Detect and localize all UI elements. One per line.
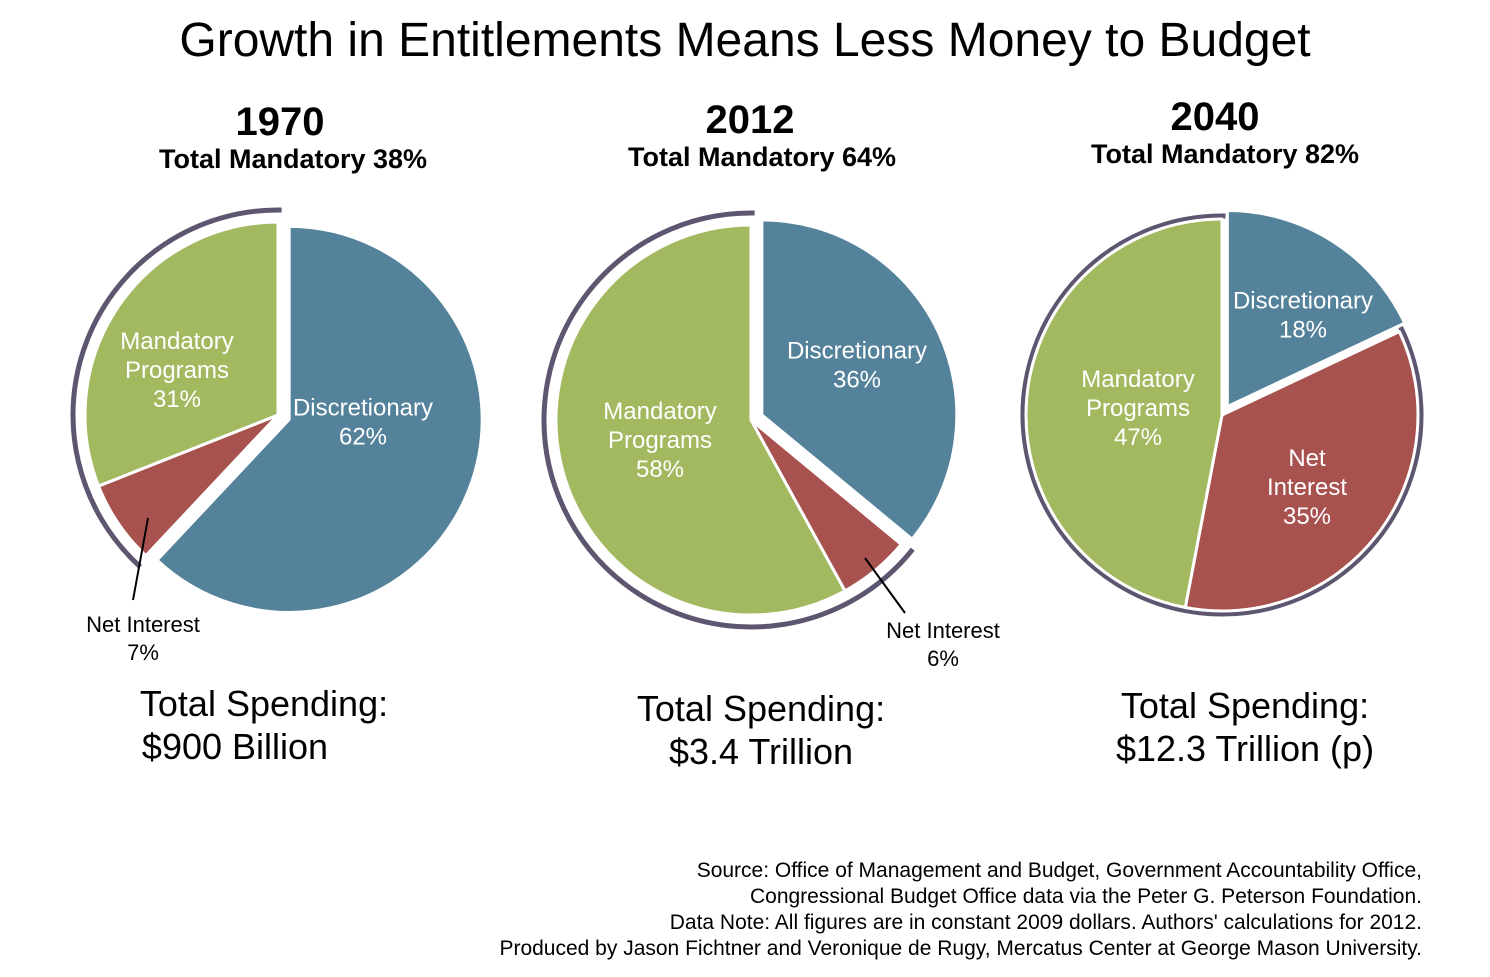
pie-chart-2012: Discretionary 36% Net Interest 6% Mandatory P… <box>541 210 1000 671</box>
panel-2012-year: 2012 <box>705 98 795 142</box>
data-label-mandatory-programs: Mandatory Programs 58% <box>603 398 716 483</box>
data-label-discretionary: Discretionary 18% <box>1233 288 1373 344</box>
leader-line-net-interest <box>132 517 149 601</box>
data-label-mandatory-programs: Mandatory Programs 31% <box>120 328 233 413</box>
pie-chart-2040: Discretionary 18% Net Interest 35% Mandatory P… <box>1020 209 1424 617</box>
leader-line-net-interest <box>864 557 906 614</box>
pie-slice-net-interest <box>1183 330 1420 613</box>
mandatory-bracket-arc <box>541 210 915 630</box>
source-note: Source: Office of Management and Budget,… <box>499 858 1422 962</box>
pie-chart-1970: Discretionary 62% Net Interest 7% Mandatory P… <box>70 207 484 665</box>
source-line: Data Note: All figures are in constant 2… <box>669 911 1422 934</box>
chart-title: Growth in Entitlements Means Less Money … <box>179 14 1311 67</box>
data-label-net-interest: Net Interest 35% <box>1267 445 1347 530</box>
mandatory-bracket-arc <box>1020 213 1424 617</box>
data-label-net-interest: Net Interest 6% <box>886 618 1000 671</box>
pie-slice-discretionary <box>760 218 959 541</box>
data-label-discretionary: Discretionary 62% <box>293 395 433 451</box>
data-label-discretionary: Discretionary 36% <box>787 338 927 394</box>
total-spending-value: $900 Billion <box>141 726 329 767</box>
pie-slice-mandatory-programs <box>554 223 847 617</box>
source-line: Congressional Budget Office data via the… <box>749 885 1422 908</box>
mandatory-bracket-arc <box>70 207 282 569</box>
panel-2012-total-spending: Total Spending: $3.4 Trillion <box>561 687 961 773</box>
pie-slice-discretionary <box>1225 209 1407 409</box>
panel-1970-total-spending: Total Spending: $900 Billion <box>64 682 464 768</box>
pie-slice-mandatory-programs <box>83 220 280 488</box>
panel-1970-year: 1970 <box>235 100 325 144</box>
total-spending-label: Total Spending: <box>139 683 389 724</box>
total-spending-label: Total Spending: <box>636 688 886 729</box>
pie-slice-mandatory-programs <box>1024 217 1224 610</box>
data-label-mandatory-programs: Mandatory Programs 47% <box>1081 366 1194 451</box>
total-spending-value: $3.4 Trillion <box>668 731 854 772</box>
panel-1970-total-mandatory: Total Mandatory 38% <box>158 144 428 174</box>
panel-2040-year: 2040 <box>1170 95 1260 139</box>
panel-2040-total-spending: Total Spending: $12.3 Trillion (p) <box>1045 684 1445 770</box>
pie-slice-discretionary <box>155 224 484 614</box>
source-line: Source: Office of Management and Budget,… <box>696 859 1422 882</box>
panel-2012-total-mandatory: Total Mandatory 64% <box>627 142 897 172</box>
data-label-net-interest: Net Interest 7% <box>86 612 200 665</box>
total-spending-label: Total Spending: <box>1120 685 1370 726</box>
source-line: Produced by Jason Fichtner and Veronique… <box>499 937 1422 960</box>
total-spending-value: $12.3 Trillion (p) <box>1115 728 1375 769</box>
panel-2040-total-mandatory: Total Mandatory 82% <box>1090 139 1360 169</box>
